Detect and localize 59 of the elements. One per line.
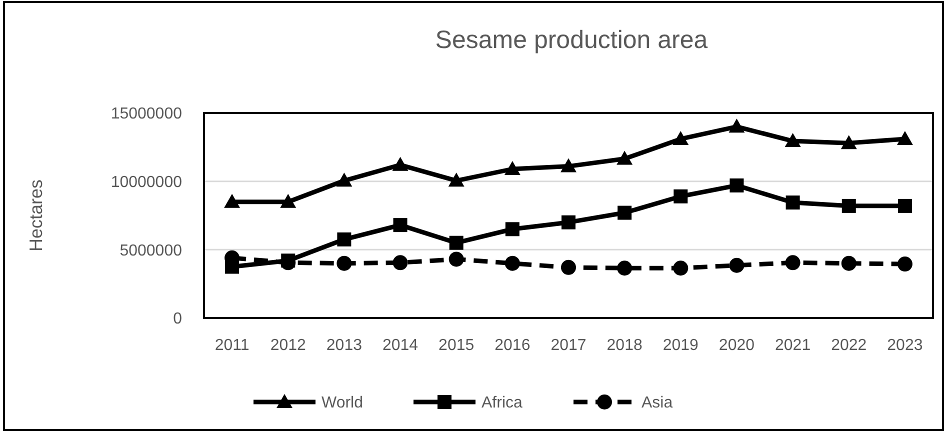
x-tick-label: 2012 [270,337,306,354]
point [224,194,240,208]
point [618,206,632,220]
point [281,254,296,268]
point [504,256,520,271]
legend-label: Asia [642,394,673,412]
point [225,260,240,274]
point [728,118,745,133]
point [504,161,520,176]
point [505,222,520,236]
point [897,256,912,272]
point [841,256,856,271]
y-axis-title: Hectares [26,179,46,252]
point [730,178,744,192]
x-tick-label: 2011 [214,337,250,354]
point [898,198,912,213]
y-tick-label: 15000000 [110,106,182,123]
x-tick-label: 2017 [550,337,586,354]
point [672,130,689,145]
x-tick-label: 2019 [662,337,699,354]
chart-title: Sesame production area [435,26,708,54]
point [616,150,633,165]
point [393,218,408,232]
point [785,255,800,270]
x-tick-label: 2020 [718,337,755,354]
x-tick-label: 2016 [494,337,530,354]
x-tick-label: 2018 [606,337,642,354]
point [448,252,464,267]
point [392,156,408,171]
point [896,130,913,145]
point [786,196,800,210]
x-tick-label: 2013 [326,337,362,354]
point [392,255,408,270]
point [842,198,856,213]
point [784,133,801,148]
point [617,260,632,276]
y-tick-label: 0 [173,310,182,328]
y-tick-label: 10000000 [110,174,182,191]
point [448,172,464,187]
point [562,215,576,230]
point [674,189,688,204]
x-tick-label: 2015 [438,337,474,354]
point [336,172,352,187]
legend-label: Africa [482,394,522,412]
point [729,258,744,273]
point [280,194,296,208]
point [560,158,576,172]
point [449,236,464,250]
point [336,256,352,271]
point [561,260,576,275]
point [337,232,352,246]
point [840,135,857,150]
legend-label: World [322,394,363,412]
y-tick-label: 5000000 [120,242,182,260]
x-tick-label: 2021 [775,337,811,354]
x-tick-label: 2022 [831,337,867,354]
x-tick-label: 2023 [887,337,923,354]
point [673,260,688,276]
x-tick-label: 2014 [382,337,418,354]
